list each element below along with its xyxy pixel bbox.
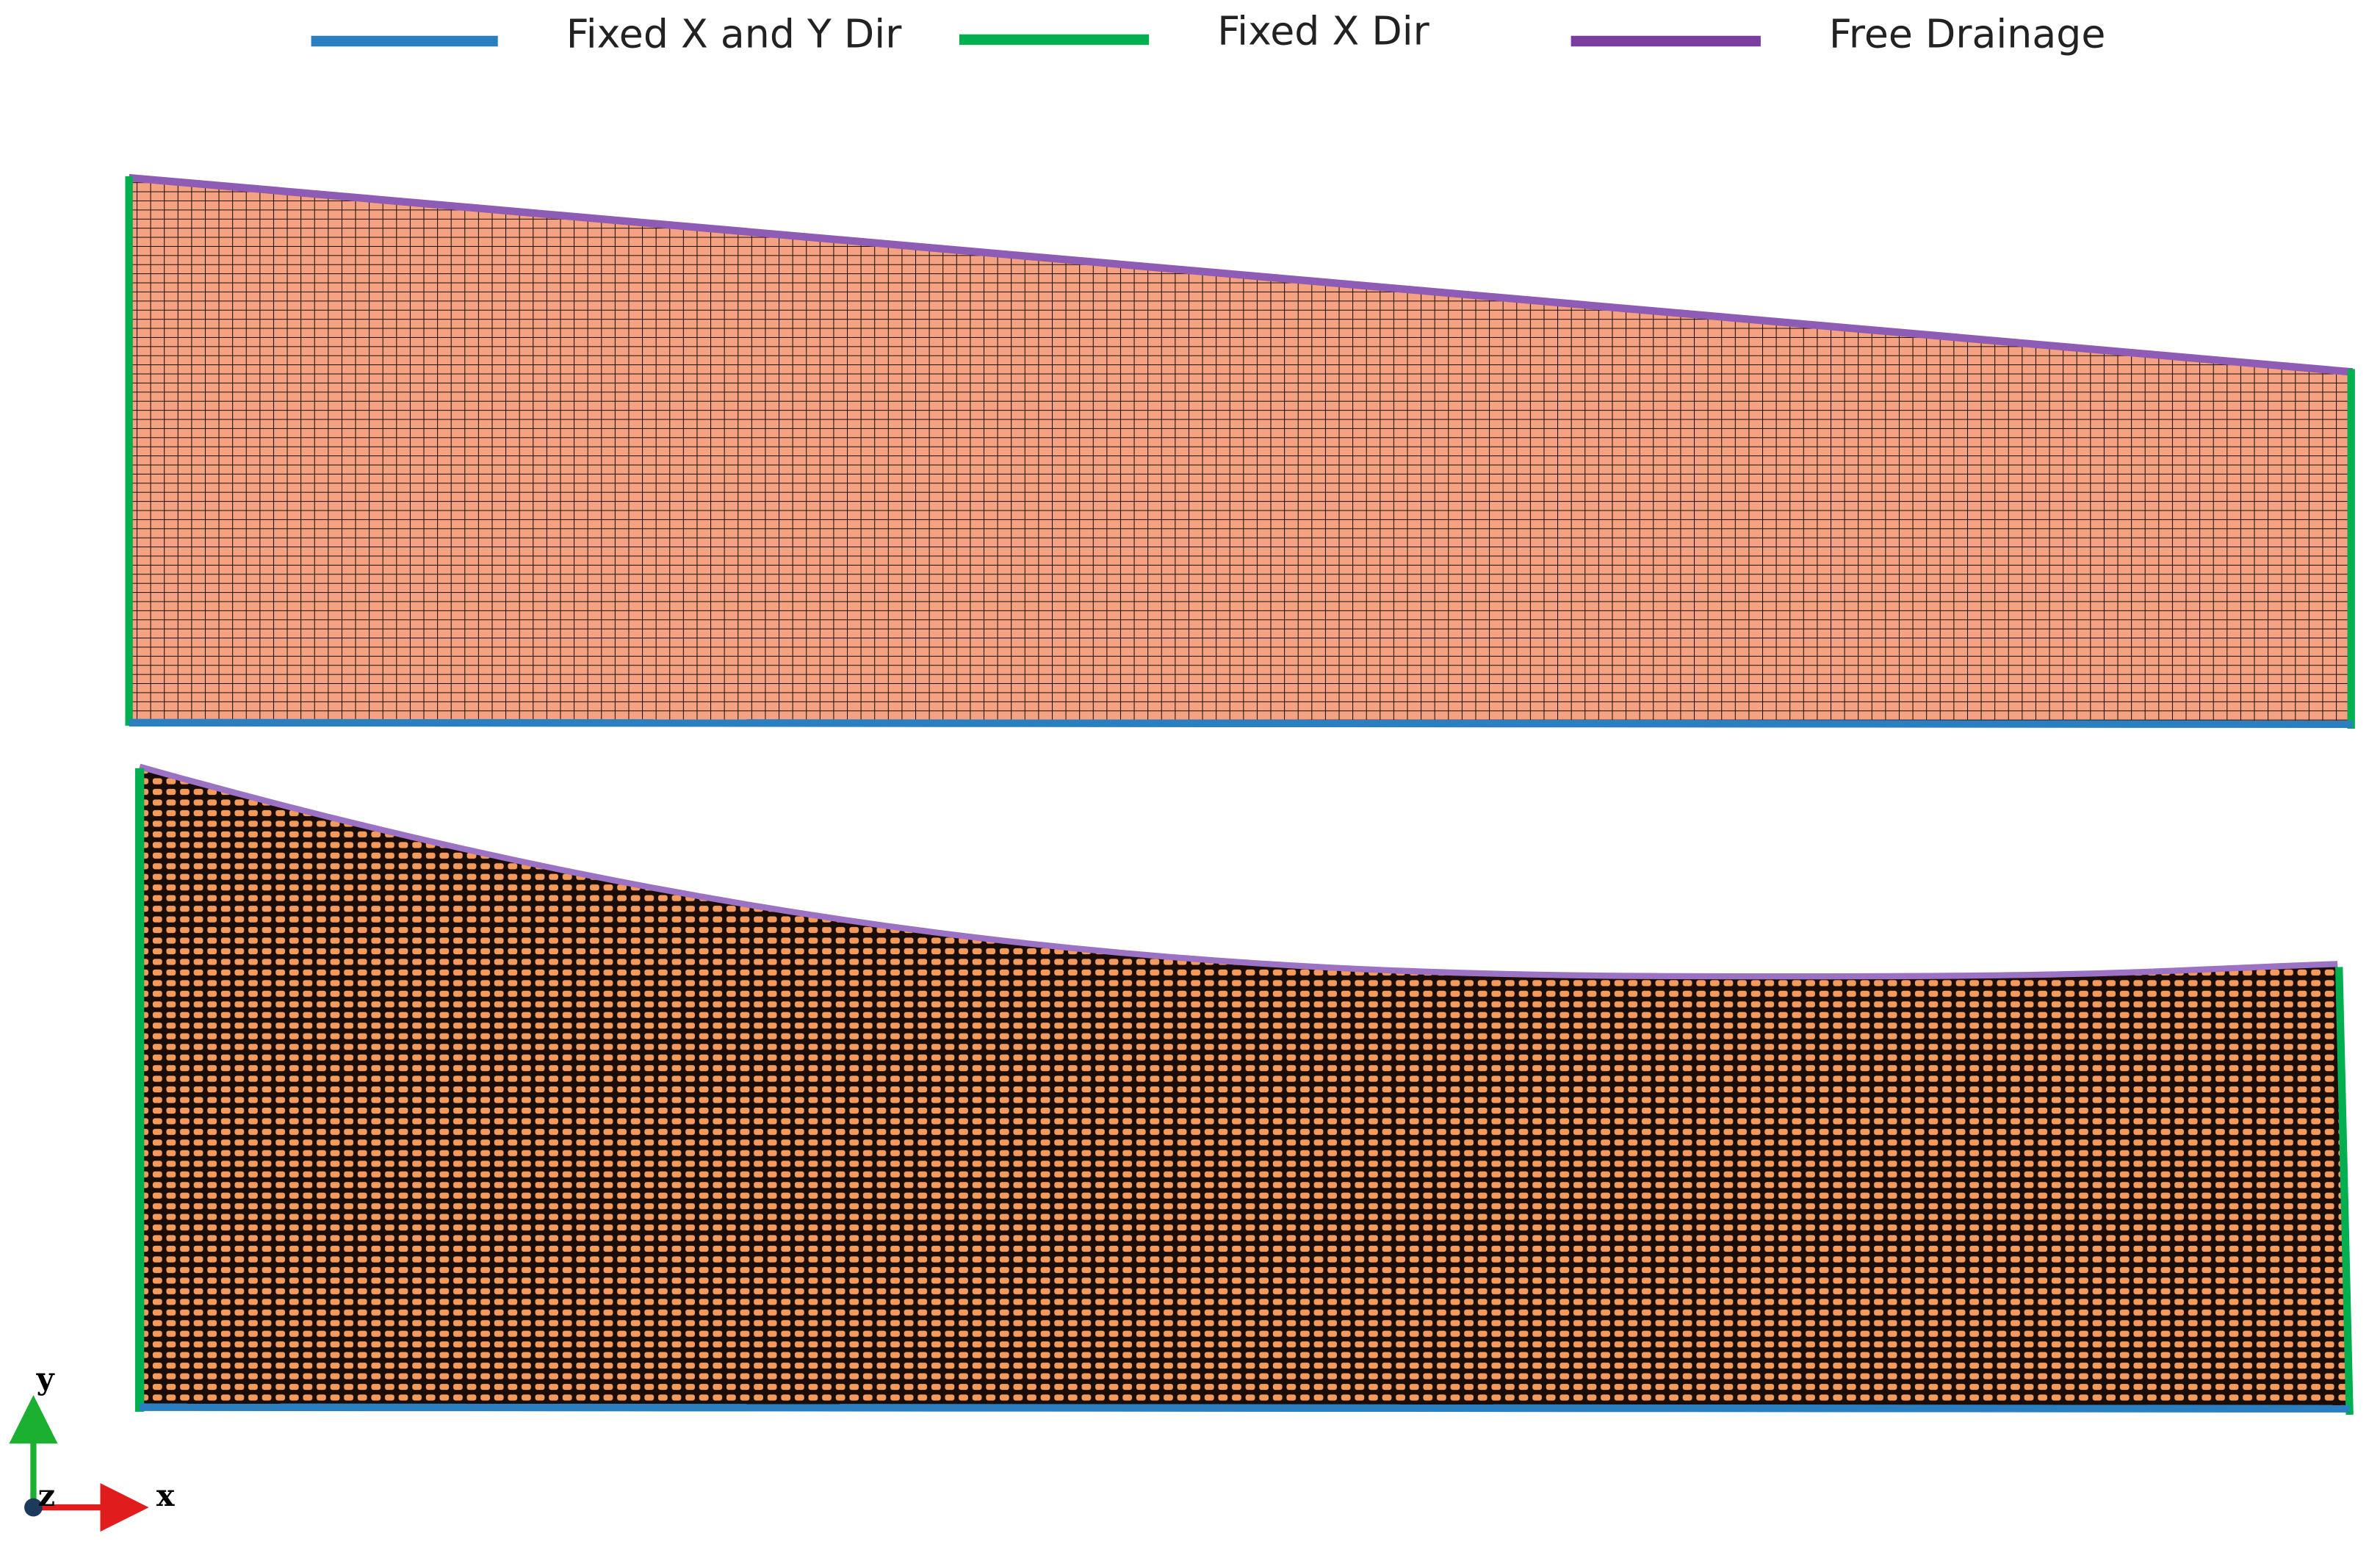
fixed-xy-boundary	[140, 1403, 2350, 1413]
legend-label: Fixed X and Y Dir	[566, 10, 902, 57]
legend-label: Fixed X Dir	[1217, 7, 1429, 54]
z-label: z	[38, 1477, 55, 1513]
mesh	[129, 177, 2353, 723]
fixed-x-boundary	[2335, 967, 2354, 1416]
axis-triad: y z x	[9, 1360, 175, 1532]
drainage-boundary	[138, 763, 2338, 980]
y-label: y	[36, 1360, 55, 1396]
legend: Fixed X and Y Dir Fixed X Dir Free Drain…	[311, 7, 2105, 57]
fixed-xy-boundary	[129, 718, 2353, 729]
mesh-deformed	[134, 763, 2354, 1416]
mesh-initial	[125, 173, 2355, 729]
legend-label: Free Drainage	[1829, 10, 2105, 57]
z-axis	[24, 1498, 43, 1517]
mesh	[140, 766, 2347, 1407]
x-label: x	[156, 1477, 175, 1513]
drainage-boundary	[129, 173, 2354, 376]
